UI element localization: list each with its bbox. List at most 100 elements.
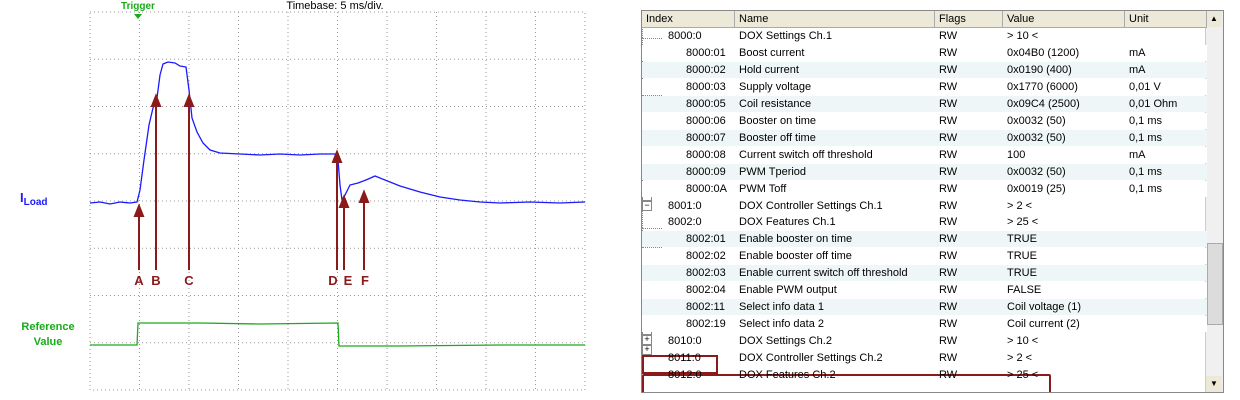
cell-index: 8012:0 [668, 369, 702, 381]
tree-line [642, 247, 662, 249]
row-stripe [642, 282, 1207, 299]
row-stripe [642, 231, 1207, 248]
scope-grid [90, 12, 585, 390]
cell-index: 8000:01 [686, 46, 726, 59]
cell-flags: RW [939, 284, 958, 297]
row-stripe [642, 163, 1207, 180]
cell-flags: RW [939, 318, 958, 331]
cell-flags: RW [939, 301, 958, 314]
cell-name: Boost current [739, 46, 805, 59]
cell-value: 100 [1007, 148, 1026, 161]
scrollbar[interactable]: ▲ ▼ [1205, 11, 1223, 392]
reference-label: Reference [21, 321, 74, 333]
cell-index: 8000:08 [686, 148, 726, 161]
cell-flags: RW [939, 233, 958, 246]
cell-value: 0x0032 (50) [1007, 131, 1066, 144]
cell-name: Current switch off threshold [739, 148, 873, 161]
tree-line [642, 228, 662, 230]
expand-toggle[interactable]: + [642, 335, 652, 346]
expand-toggle[interactable]: + [642, 345, 652, 356]
cell-flags: RW [939, 30, 958, 42]
expand-toggle[interactable]: − [642, 201, 652, 212]
row-stripe [642, 265, 1207, 282]
column-header[interactable]: Unit [1125, 11, 1207, 28]
cell-value: > 2 < [1007, 199, 1033, 212]
row-stripe [642, 146, 1207, 163]
cell-value: 0x0019 (25) [1007, 182, 1066, 195]
cell-name: Enable current switch off threshold [739, 267, 908, 280]
scope-frame [89, 11, 586, 391]
cell-value: Coil voltage (1) [1007, 301, 1081, 314]
channel-main: I [20, 190, 24, 205]
cell-index: 8000:06 [686, 114, 726, 127]
cell-name: DOX Controller Settings Ch.1 [739, 199, 883, 212]
row-stripe [642, 316, 1207, 333]
cell-name: Hold current [739, 63, 799, 76]
cell-flags: RW [939, 97, 958, 110]
cell-name: Select info data 1 [739, 301, 825, 314]
cell-value: TRUE [1007, 267, 1037, 280]
cell-flags: RW [939, 46, 958, 59]
cell-name: DOX Controller Settings Ch.2 [739, 352, 883, 365]
marker-label: D [328, 273, 337, 288]
cell-value: 0x1770 (6000) [1007, 80, 1078, 93]
cell-flags: RW [939, 182, 958, 195]
scroll-down[interactable]: ▼ [1206, 376, 1222, 392]
tree-line [642, 94, 662, 97]
marker-label: A [134, 273, 144, 288]
cell-index: 8002:11 [686, 301, 725, 314]
cell-unit: 0,1 ms [1129, 114, 1163, 127]
cell-unit: 0,1 ms [1129, 165, 1163, 178]
cell-value: 0x0032 (50) [1007, 165, 1066, 178]
cell-value: > 10 < [1007, 30, 1039, 42]
cell-flags: RW [939, 250, 958, 263]
cell-value: TRUE [1007, 250, 1037, 263]
tree-line [642, 211, 644, 229]
cell-flags: RW [939, 216, 958, 229]
cell-flags: RW [939, 80, 958, 93]
marker-label: B [151, 273, 160, 288]
load-current-trace [89, 61, 586, 205]
cell-value: 0x0032 (50) [1007, 114, 1066, 127]
cell-index: 8010:0 [668, 335, 702, 348]
column-header[interactable]: Flags [935, 11, 1003, 28]
cell-name: Enable booster off time [739, 250, 852, 263]
cell-flags: RW [939, 199, 958, 212]
cell-name: Enable PWM output [739, 284, 837, 297]
reference-label: Value [34, 336, 63, 348]
row-stripe [642, 78, 1207, 95]
cell-value: > 10 < [1007, 335, 1039, 348]
cell-name: DOX Features Ch.1 [739, 216, 836, 229]
cell-unit: 0,01 Ohm [1129, 97, 1178, 110]
marker-label: C [184, 273, 194, 288]
cell-index: 8000:07 [686, 131, 726, 144]
reference-trace [90, 322, 585, 347]
column-header[interactable]: Index [642, 11, 735, 28]
highlight-box [642, 374, 1051, 392]
scroll-up[interactable]: ▲ [1206, 11, 1222, 27]
cell-index: 8002:01 [686, 233, 726, 246]
oscilloscope: Trigger Timebase: 5 ms/div. ILoad Refere… [20, 0, 586, 391]
trigger-label: Trigger [121, 1, 155, 12]
cell-index: 8000:05 [686, 97, 726, 110]
cell-index: 8000:0A [686, 182, 727, 195]
row-stripe [642, 95, 1207, 112]
cell-name: DOX Settings Ch.1 [739, 30, 832, 42]
cell-value: FALSE [1007, 284, 1042, 297]
timebase-label: Timebase: 5 ms/div. [286, 0, 383, 12]
cell-index: 8011:0 [668, 352, 701, 365]
column-header[interactable]: Name [735, 11, 935, 28]
cell-flags: RW [939, 335, 958, 348]
cell-unit: mA [1129, 46, 1146, 59]
row-stripe [642, 180, 1207, 197]
scroll-thumb[interactable] [1207, 243, 1223, 325]
cell-index: 8002:02 [686, 250, 726, 263]
row-stripe [642, 129, 1207, 146]
column-header[interactable]: Value [1003, 11, 1125, 28]
row-stripe [642, 61, 1207, 78]
tree-line [642, 37, 662, 40]
cell-unit: 0,01 V [1129, 80, 1161, 93]
row-stripe [642, 248, 1207, 265]
cell-index: 8001:0 [668, 199, 702, 212]
